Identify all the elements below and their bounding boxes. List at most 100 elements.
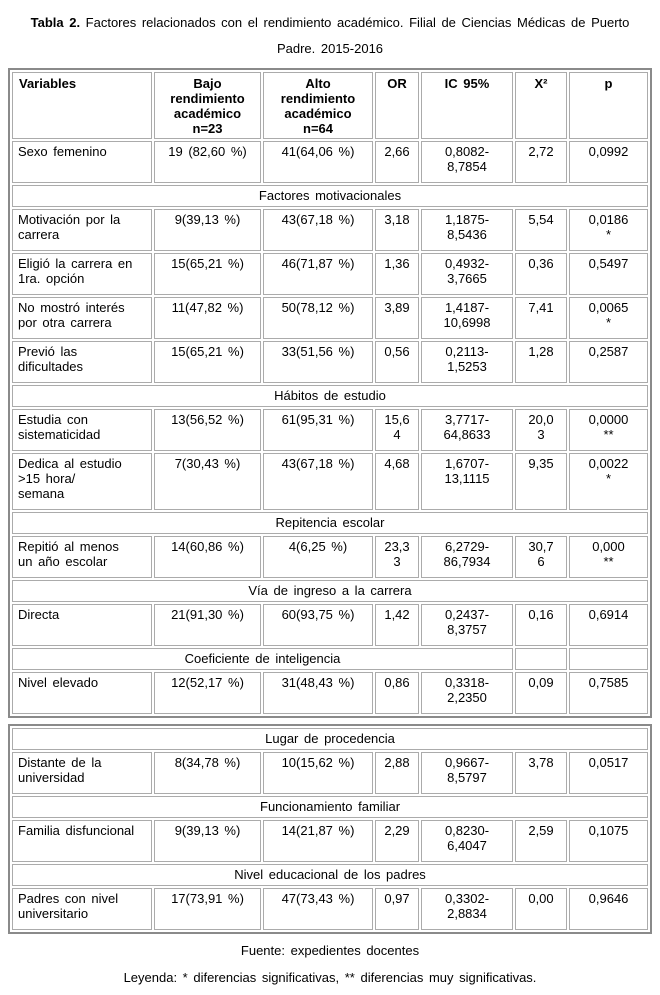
cell-variable: Eligió la carrera en 1ra. opción [12,253,152,295]
cell-bajo-rendimiento: 14(60,86 %) [154,536,261,578]
cell-bajo-rendimiento: 17(73,91 %) [154,888,261,930]
cell-variable: Nivel elevado [12,672,152,714]
table-title: Tabla 2. Factores relacionados con el re… [12,10,648,62]
cell-bajo-rendimiento: 9(39,13 %) [154,209,261,251]
cell-p-value: 0,9646 [569,888,649,930]
cell-alto-rendimiento: 61(95,31 %) [263,409,373,451]
factors-table-main: Variables Bajo rendimiento académico n=23… [8,68,652,718]
cell-variable: Previó las dificultades [12,341,152,383]
cell-chi-square: 0,00 [515,888,567,930]
cell-bajo-rendimiento: 8(34,78 %) [154,752,261,794]
section-row: Nivel educacional de los padres [12,864,649,886]
cell-p-value: 0,0186 * [569,209,648,251]
cell-bajo-rendimiento: 13(56,52 %) [154,409,261,451]
table-row: No mostró interés por otra carrera 11(47,… [12,297,648,339]
column-header-or: OR [375,72,419,139]
significance-marker: ** [603,554,614,569]
section-label: Vía de ingreso a la carrera [12,580,648,602]
table-row: Dedica al estudio >15 hora/ semana 7(30,4… [12,453,648,510]
table-row: Familia disfuncional 9(39,13 %) 14(21,87 %… [12,820,649,862]
cell-bajo-rendimiento: 7(30,43 %) [154,453,261,510]
header-row: Variables Bajo rendimiento académico n=23… [12,72,648,139]
cell-p-value: 0,0000 ** [569,409,648,451]
table-title-text: Factores relacionados con el rendimiento… [80,15,630,56]
section-label: Hábitos de estudio [12,385,648,407]
cell-variable: Repitió al menos un año escolar [12,536,152,578]
table-title-number: Tabla 2. [30,15,81,30]
cell-chi-square: 5,54 [515,209,567,251]
cell-chi-square: 3,78 [515,752,567,794]
cell-variable: Motivación por la carrera [12,209,152,251]
cell-bajo-rendimiento: 11(47,82 %) [154,297,261,339]
table-row: Nivel elevado 12(52,17 %) 31(48,43 %) 0,86 0… [12,672,648,714]
table-row: Repitió al menos un año escolar 14(60,86 … [12,536,648,578]
cell-bajo-rendimiento: 9(39,13 %) [154,820,261,862]
column-header-bajo-rendimiento: Bajo rendimiento académico n=23 [154,72,261,139]
cell-alto-rendimiento: 4(6,25 %) [263,536,373,578]
cell-or: 4,68 [375,453,419,510]
cell-chi-square: 7,41 [515,297,567,339]
cell-ic95: 1,6707-13,1115 [421,453,513,510]
cell-ic95: 0,2113-1,5253 [421,341,513,383]
cell-p-value: 0,2587 [569,341,648,383]
cell-ic95: 0,9667-8,5797 [421,752,513,794]
cell-or: 23,33 [375,536,419,578]
cell-p-value: 0,5497 [569,253,648,295]
cell-or: 2,29 [375,820,419,862]
column-header-alto-rendimiento: Alto rendimiento académico n=64 [263,72,373,139]
cell-ic95: 6,2729-86,7934 [421,536,513,578]
column-header-p: p [569,72,648,139]
cell-variable: Distante de la universidad [12,752,152,794]
cell-p-value: 0,0065 * [569,297,648,339]
legend-note: Leyenda: * diferencias significativas, *… [123,970,537,985]
section-label: Repitencia escolar [12,512,648,534]
cell-p-value: 0,000 ** [569,536,648,578]
cell-variable: Estudia con sistematicidad [12,409,152,451]
cell-variable: Padres con nivel universitario [12,888,152,930]
cell-variable: Dedica al estudio >15 hora/ semana [12,453,152,510]
cell-alto-rendimiento: 41(64,06 %) [263,141,373,183]
cell-chi-square: 9,35 [515,453,567,510]
section-row: Funcionamiento familiar [12,796,649,818]
cell-bajo-rendimiento: 15(65,21 %) [154,253,261,295]
cell-chi-square: 2,72 [515,141,567,183]
cell-variable: No mostró interés por otra carrera [12,297,152,339]
table-row: Distante de la universidad 8(34,78 %) 10(1… [12,752,649,794]
section-label: Funcionamiento familiar [12,796,649,818]
cell-chi-square: 30,76 [515,536,567,578]
cell-or: 2,66 [375,141,419,183]
cell-chi-square: 0,09 [515,672,567,714]
section-row: Repitencia escolar [12,512,648,534]
cell-p-value: 0,6914 [569,604,648,646]
table-row: Motivación por la carrera 9(39,13 %) 43(67… [12,209,648,251]
cell-variable: Sexo femenino [12,141,152,183]
section-row: Vía de ingreso a la carrera [12,580,648,602]
cell-chi-square: 0,36 [515,253,567,295]
cell-alto-rendimiento: 31(48,43 %) [263,672,373,714]
cell-ic95: 0,3302-2,8834 [421,888,513,930]
cell-ic95: 3,7717-64,8633 [421,409,513,451]
table-row: Sexo femenino 19 (82,60 %) 41(64,06 %) 2,66… [12,141,648,183]
cell-chi-square: 20,03 [515,409,567,451]
section-label: Coeficiente de inteligencia [12,648,513,670]
cell-bajo-rendimiento: 12(52,17 %) [154,672,261,714]
cell-or: 3,18 [375,209,419,251]
cell-ic95: 1,1875-8,5436 [421,209,513,251]
cell-or: 0,86 [375,672,419,714]
cell-ic95: 0,8082-8,7854 [421,141,513,183]
empty-cell [569,648,648,670]
section-row: Factores motivacionales [12,185,648,207]
column-header-variables: Variables [12,72,152,139]
cell-alto-rendimiento: 47(73,43 %) [263,888,373,930]
significance-marker: * [605,471,612,486]
section-row: Lugar de procedencia [12,728,649,750]
cell-or: 0,97 [375,888,419,930]
significance-marker: * [605,227,612,242]
cell-ic95: 0,4932-3,7665 [421,253,513,295]
cell-p-value: 0,0992 [569,141,648,183]
cell-alto-rendimiento: 43(67,18 %) [263,453,373,510]
cell-or: 1,36 [375,253,419,295]
table-row: Eligió la carrera en 1ra. opción 15(65,21… [12,253,648,295]
cell-ic95: 0,2437-8,3757 [421,604,513,646]
